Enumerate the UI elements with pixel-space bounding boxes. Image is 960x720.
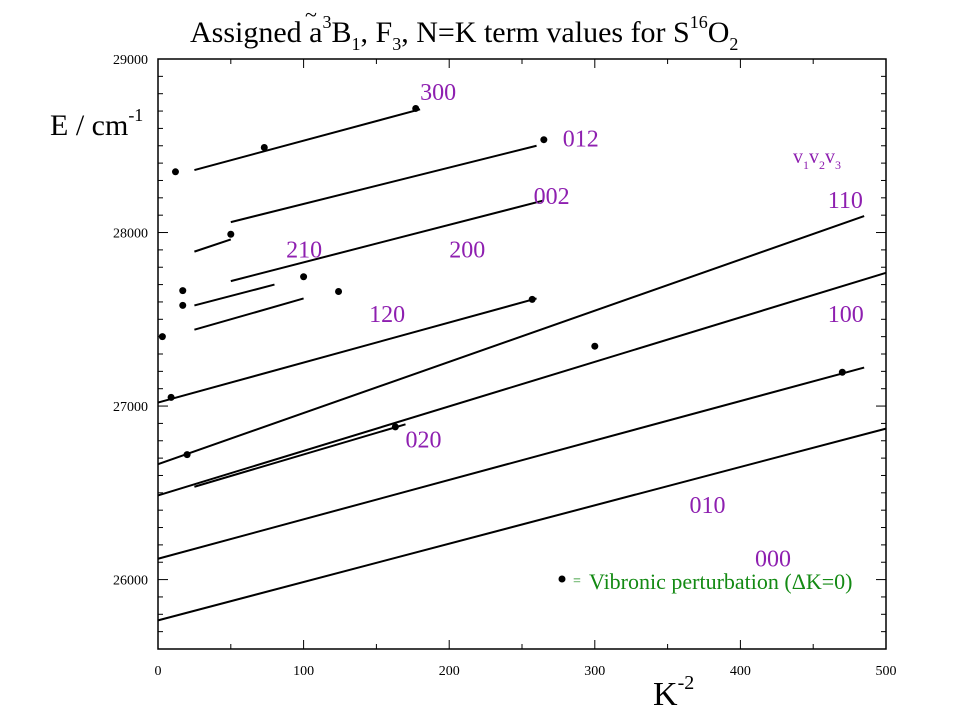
series-line-010 <box>157 366 865 560</box>
series-line-020 <box>194 423 406 488</box>
series-line-002 <box>194 238 232 253</box>
perturbation-point <box>591 342 599 350</box>
series-line-110 <box>157 215 865 466</box>
y-axis-label: E / cm-1 <box>50 105 143 142</box>
series-line-012 <box>230 144 537 224</box>
series-line-210b <box>194 297 304 331</box>
perturbation-point <box>540 136 548 144</box>
perturbation-point <box>412 104 420 112</box>
perturbation-points <box>158 104 846 459</box>
series-label-100: 100 <box>828 302 864 328</box>
vib-label-header: v1v2v3 <box>793 146 841 172</box>
y-tick-label: 27000 <box>113 400 148 415</box>
series-label-120: 120 <box>369 302 405 328</box>
series-line-000 <box>157 427 887 622</box>
series-line-300 <box>194 108 421 172</box>
perturbation-point <box>260 144 268 151</box>
perturbation-point <box>391 423 399 431</box>
x-tick-label: 0 <box>155 664 162 679</box>
perturbation-point <box>179 287 187 295</box>
perturbation-point <box>171 168 179 176</box>
legend-marker <box>558 575 566 583</box>
chart-title: Assigned a3B1, F3, N=K term values for S… <box>190 12 738 54</box>
perturbation-point <box>838 368 846 376</box>
series-label-010: 010 <box>689 493 725 519</box>
series-label-000: 000 <box>755 547 791 573</box>
series-label-002: 002 <box>534 184 570 210</box>
perturbation-point <box>179 301 187 309</box>
series-line-210 <box>194 283 275 307</box>
title-tilde: ~ <box>305 2 317 27</box>
y-tick-label: 29000 <box>113 53 148 68</box>
x-axis-label: K-2 <box>653 672 694 713</box>
y-tick-label: 26000 <box>113 574 148 589</box>
perturbation-point <box>335 288 343 296</box>
series-label-200: 200 <box>449 238 485 264</box>
perturbation-point <box>167 393 175 401</box>
x-tick-label: 200 <box>439 664 460 679</box>
legend-text: Vibronic perturbation (ΔK=0) <box>589 569 853 594</box>
series-line-100 <box>157 271 887 497</box>
legend: = Vibronic perturbation (ΔK=0) <box>558 569 853 594</box>
x-tick-label: 300 <box>584 664 605 679</box>
series-labels: 000 010 020 100 110 120 200 210 002 012 300 <box>286 80 864 573</box>
perturbation-point <box>158 333 166 341</box>
perturbation-point <box>528 295 536 303</box>
series-label-300: 300 <box>420 80 456 106</box>
series-label-020: 020 <box>406 428 442 454</box>
series-label-210: 210 <box>286 238 322 264</box>
series-label-012: 012 <box>563 127 599 153</box>
legend-equals: = <box>573 574 581 589</box>
x-tick-label: 400 <box>730 664 751 679</box>
series-line-120 <box>157 297 537 404</box>
y-tick-label: 28000 <box>113 227 148 242</box>
series-lines <box>157 108 887 622</box>
x-tick-label: 100 <box>293 664 314 679</box>
perturbation-point <box>227 230 235 238</box>
perturbation-point <box>300 273 308 281</box>
series-label-110: 110 <box>828 188 863 214</box>
series-line-200 <box>230 199 545 283</box>
x-tick-label: 500 <box>876 664 897 679</box>
perturbation-point <box>183 451 191 459</box>
